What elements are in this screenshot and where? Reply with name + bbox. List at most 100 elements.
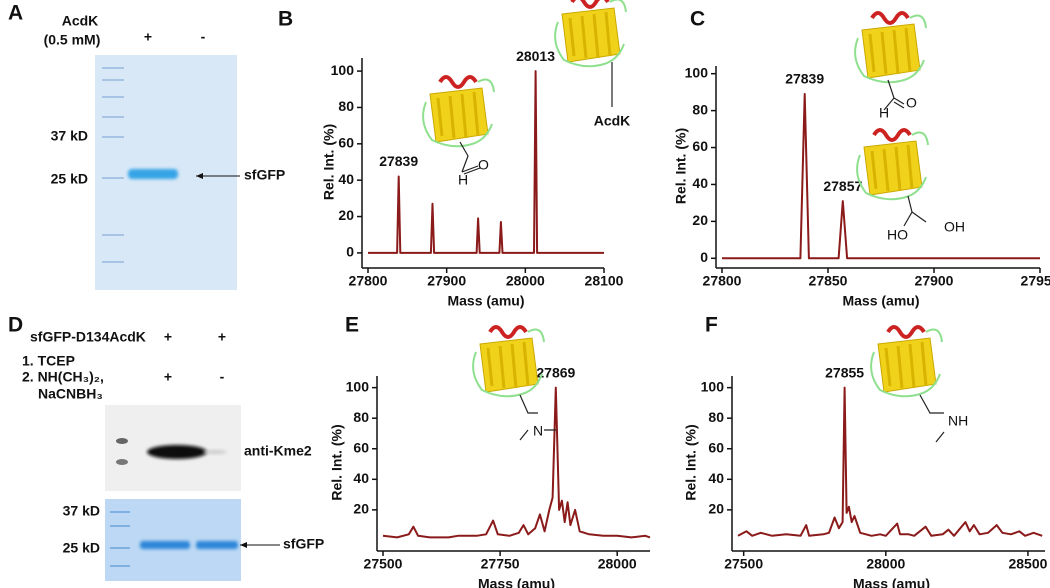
- y-tick-label: 0: [700, 249, 708, 265]
- band: [140, 541, 190, 549]
- spectrum-line: [722, 93, 1040, 260]
- panel-label: B: [278, 8, 293, 31]
- cartoon-helix: [886, 325, 926, 339]
- protein-cartoon: [422, 75, 495, 148]
- spectrum-line: [368, 70, 604, 254]
- band-label: sfGFP: [244, 167, 285, 183]
- spectrum-line: [382, 386, 651, 539]
- panel-label: E: [345, 314, 359, 337]
- bond: [883, 79, 905, 111]
- arrow-head: [240, 542, 247, 548]
- y-tick-label: 40: [708, 470, 724, 486]
- y-tick-label: 60: [353, 439, 369, 455]
- step: 1. TCEP: [22, 353, 75, 369]
- panel-label: C: [690, 8, 705, 31]
- protein-cartoon: [870, 325, 943, 398]
- header: sfGFP-D134AcdK: [30, 329, 146, 345]
- cartoon-loop: [554, 0, 627, 68]
- x-tick-label: 28000: [866, 556, 905, 572]
- y-axis-label: Rel. Int. (%): [673, 128, 689, 204]
- cartoon-loop: [856, 131, 929, 201]
- protein-cartoon: [854, 11, 927, 84]
- band-label: sfGFP: [283, 536, 324, 552]
- structure-label: AcdK: [594, 113, 631, 129]
- cartoon-strands: [868, 27, 912, 75]
- cartoon-helix: [870, 11, 910, 25]
- x-tick-label: 27750: [481, 556, 520, 572]
- y-tick-label: 0: [346, 244, 354, 260]
- band: [196, 541, 238, 549]
- peak-label: 27869: [536, 364, 575, 380]
- marker-label: 37 kD: [63, 503, 100, 519]
- cartoon-loop: [854, 14, 927, 84]
- y-axis-label: Rel. Int. (%): [329, 424, 345, 500]
- structure-label: H: [879, 105, 889, 121]
- spectrum-line: [737, 386, 1043, 537]
- peak-label: 27857: [823, 178, 862, 194]
- cartoon-helix: [570, 0, 610, 9]
- cartoon-loop: [472, 328, 545, 398]
- panel-label: A: [8, 2, 23, 25]
- peak-label: 27855: [825, 364, 864, 380]
- y-tick-label: 20: [708, 501, 724, 517]
- structure-label: OH: [944, 219, 965, 235]
- y-tick-label: 20: [692, 212, 708, 228]
- lane-label: -: [220, 369, 225, 385]
- marker-label: 37 kD: [51, 128, 88, 144]
- structure-label: H: [458, 172, 468, 188]
- lane-label: +: [164, 369, 172, 385]
- structure-label: NH: [948, 413, 968, 429]
- header: AcdK: [62, 13, 99, 29]
- x-tick-label: 27800: [703, 273, 742, 289]
- y-tick-label: 20: [338, 207, 354, 223]
- x-tick-label: 28500: [1008, 556, 1047, 572]
- ladder-spot: [116, 459, 128, 465]
- cartoon-strands: [568, 11, 612, 59]
- blot-band: [203, 450, 227, 454]
- panel-label: F: [705, 314, 718, 337]
- step: 2. NH(CH₃)₂,: [22, 369, 104, 385]
- cartoon-helix: [438, 75, 478, 89]
- x-tick-label: 27850: [809, 273, 848, 289]
- x-axis-label: Mass (amu): [478, 576, 555, 588]
- header: (0.5 mM): [44, 32, 101, 48]
- arrow-head: [196, 173, 203, 179]
- y-tick-label: 40: [692, 175, 708, 191]
- cartoon-strands: [436, 91, 480, 139]
- lane-label: +: [164, 329, 172, 345]
- structure-label: O: [906, 95, 917, 111]
- peak-label: 27839: [785, 71, 824, 87]
- y-tick-label: 80: [338, 98, 354, 114]
- y-tick-label: 80: [692, 101, 708, 117]
- structure-label: N: [533, 423, 543, 439]
- y-tick-label: 20: [353, 501, 369, 517]
- y-tick-label: 40: [338, 171, 354, 187]
- protein-cartoon: [856, 128, 929, 201]
- bond: [519, 394, 556, 441]
- blot-label: anti-Kme2: [244, 443, 312, 459]
- cartoon-helix: [872, 128, 912, 142]
- y-tick-label: 100: [346, 378, 370, 394]
- x-tick-label: 27500: [364, 556, 403, 572]
- bond: [903, 195, 927, 227]
- lane-label: +: [218, 329, 226, 345]
- x-axis-label: Mass (amu): [853, 576, 930, 588]
- cartoon-strands: [884, 341, 928, 389]
- ladder: [102, 67, 124, 263]
- x-tick-label: 27500: [724, 556, 763, 572]
- y-tick-label: 60: [708, 439, 724, 455]
- y-tick-label: 100: [701, 378, 725, 394]
- lane-label: -: [201, 29, 206, 45]
- x-tick-label: 27900: [915, 273, 954, 289]
- ladder-spot: [116, 438, 128, 444]
- protein-cartoon: [472, 325, 545, 398]
- peak-label: 28013: [516, 48, 555, 64]
- y-axis-label: Rel. Int. (%): [321, 124, 337, 200]
- marker-label: 25 kD: [51, 171, 88, 187]
- cartoon-helix: [488, 325, 528, 339]
- lane-label: +: [144, 29, 152, 45]
- ladder: [110, 511, 130, 567]
- cartoon-strands: [870, 144, 914, 192]
- x-tick-label: 27900: [427, 273, 466, 289]
- x-axis-label: Mass (amu): [842, 293, 919, 309]
